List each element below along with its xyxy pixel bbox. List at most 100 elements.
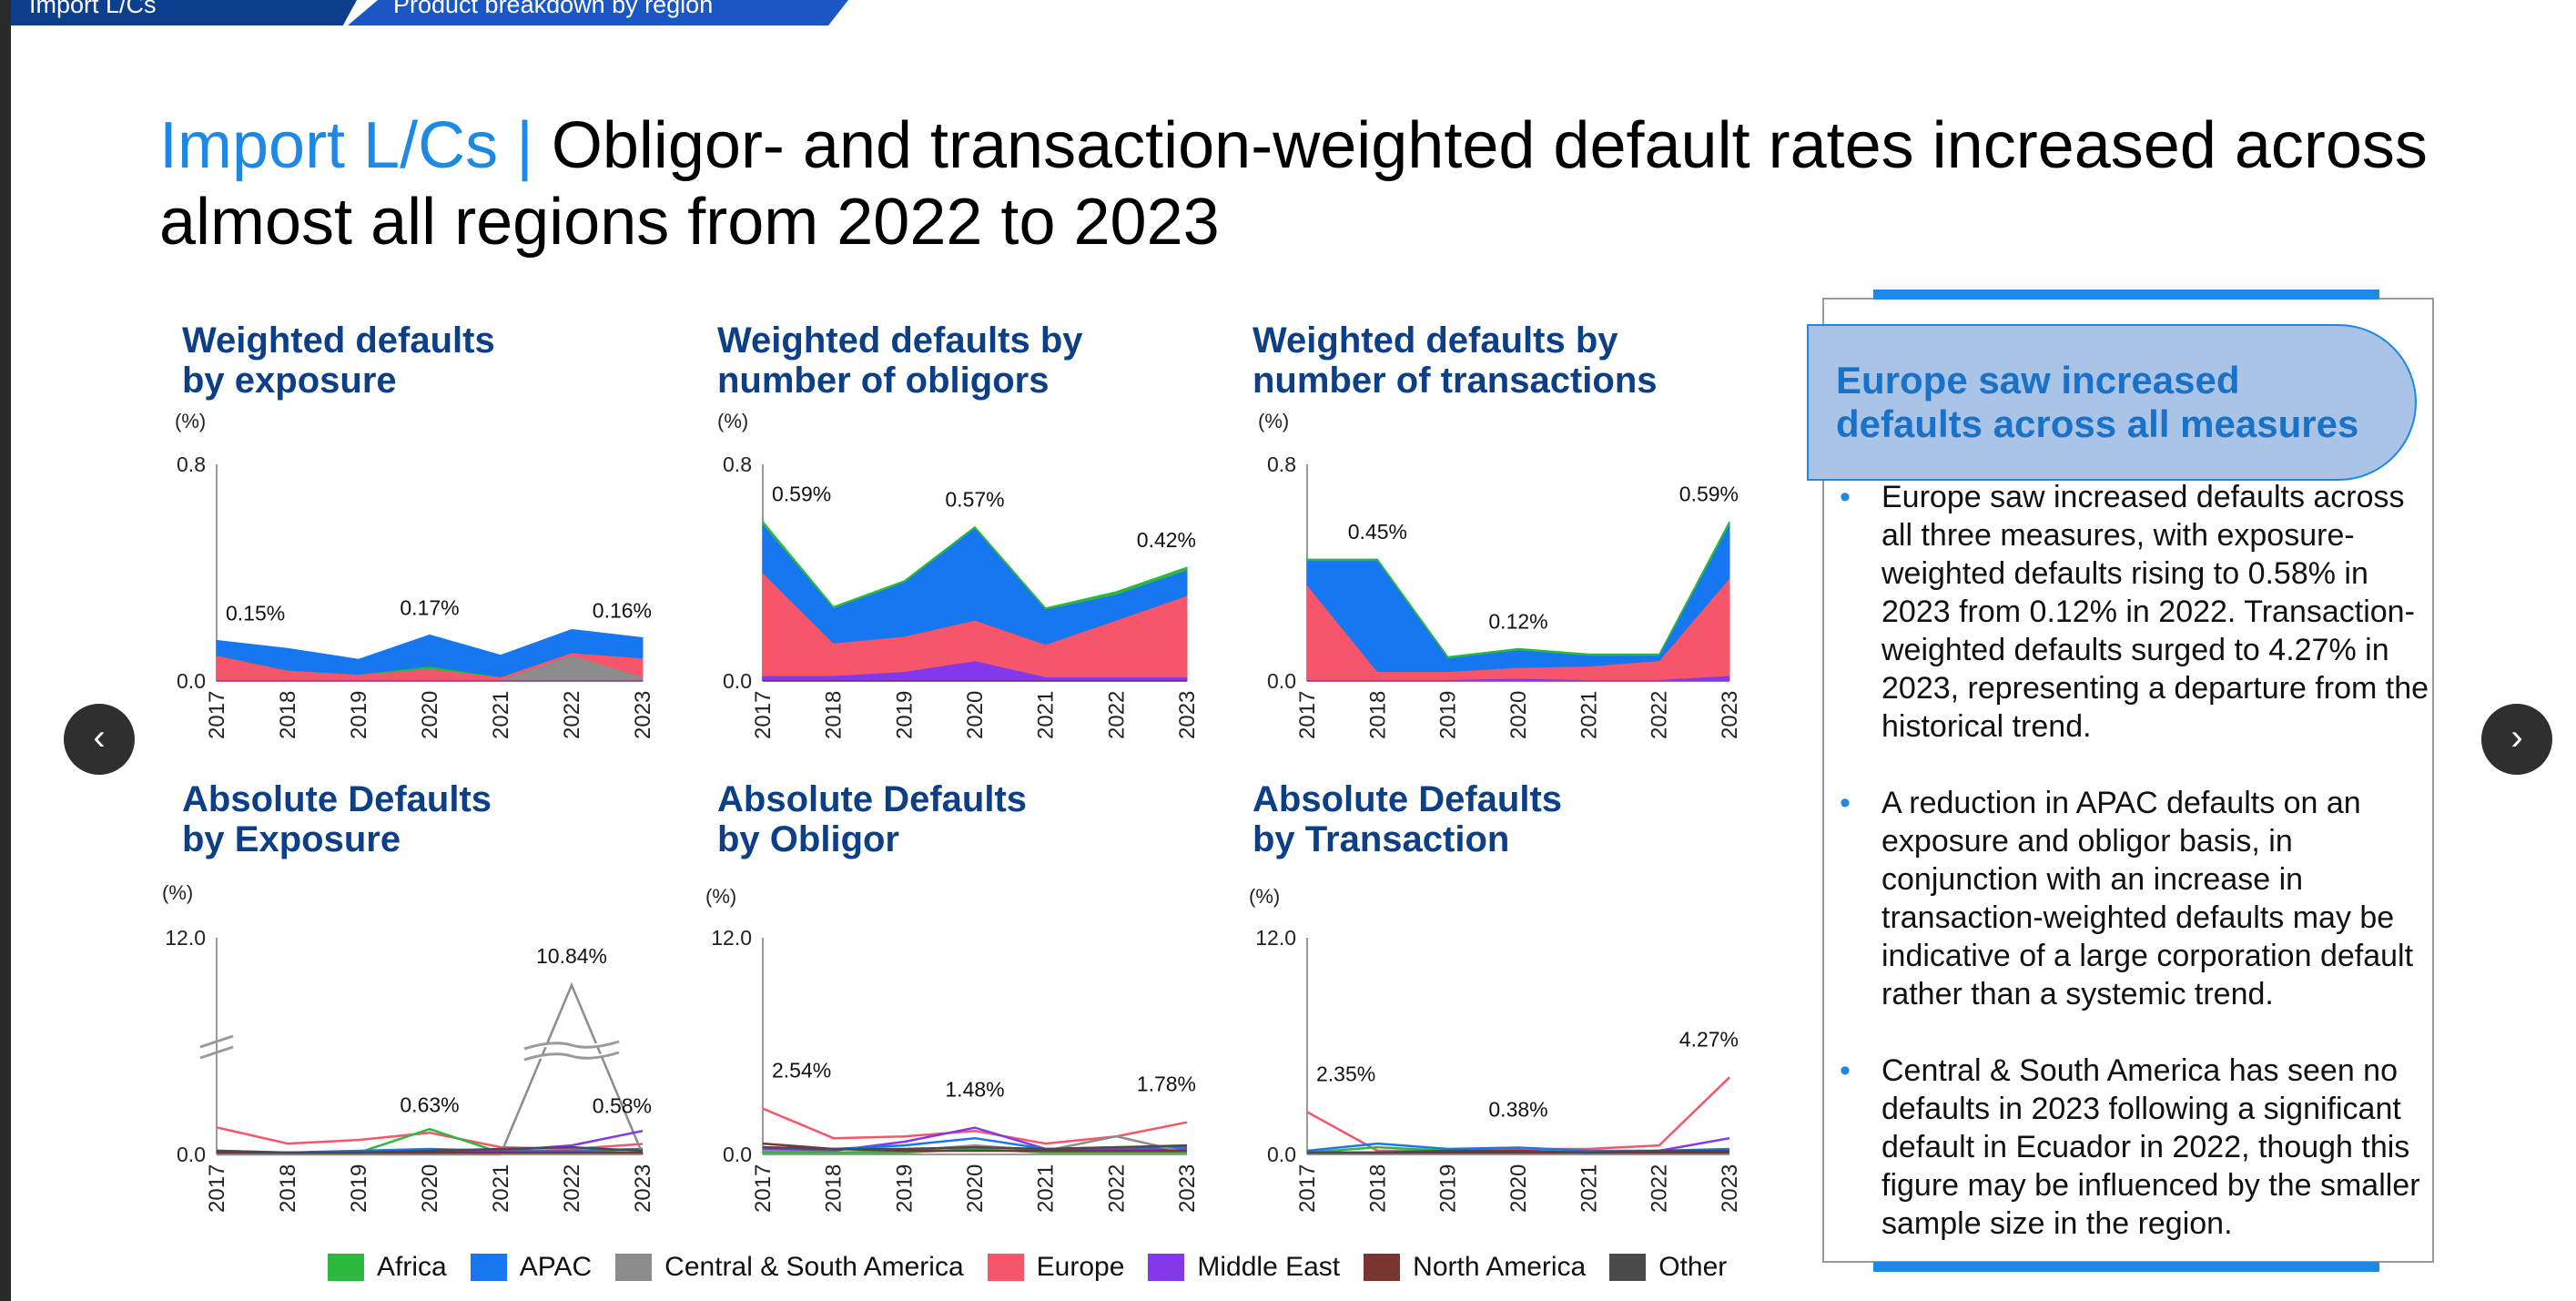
x-tick-label: 2018 [822,1164,847,1213]
callout-bullets: • Europe saw increased defaults across al… [1834,478,2435,1281]
area-series-apac [216,628,644,678]
x-tick-label: 2023 [631,691,655,739]
x-tick-label: 2023 [1175,691,1200,739]
data-label: 0.17% [400,595,459,619]
callout-heading: Europe saw increased defaults across all… [1807,324,2417,481]
data-label: 1.48% [945,1078,1004,1102]
chart-title-obligors: Weighted defaults by number of obligors [717,320,1083,401]
chart-title-abs-obligor: Absolute Defaults by Obligor [717,779,1028,859]
legend-label: Middle East [1197,1252,1341,1282]
data-label: 0.59% [1679,482,1739,505]
legend-item: Europe [987,1252,1124,1283]
callout-bullet: • Central & South America has seen no def… [1834,1052,2435,1243]
callout-bullet: • Europe saw increased defaults across al… [1834,478,2435,746]
chevron-right-icon: › [2510,717,2523,757]
x-tick-label: 2023 [631,1164,655,1213]
callout-bullet: • A reduction in APAC defaults on an expo… [1834,784,2435,1013]
x-tick-label: 2019 [892,1164,917,1213]
breadcrumb-tab-import-lcs[interactable]: Import L/Cs [11,0,357,25]
x-tick-label: 2020 [1506,1164,1531,1213]
y-tick-label: 12.0 [711,926,752,950]
data-label: 0.16% [593,598,652,622]
legend-swatch [1148,1254,1185,1281]
x-tick-label: 2017 [751,691,776,739]
x-tick-label: 2023 [1718,1164,1742,1213]
x-tick-label: 2017 [751,1164,776,1213]
callout-heading-text: Europe saw increased defaults across all… [1836,359,2359,445]
x-tick-label: 2019 [1436,1164,1461,1213]
data-label: 0.57% [945,487,1004,511]
y-tick-label: 0.0 [723,669,752,693]
legend-swatch [1609,1254,1647,1281]
x-tick-label: 2021 [1034,1164,1059,1213]
legend-item: Other [1609,1252,1727,1283]
legend-label: Other [1658,1252,1728,1282]
y-tick-label: 12.0 [165,926,206,950]
data-label: 0.59% [772,482,831,505]
y-tick-label: 0.0 [723,1143,752,1166]
line-series-other [216,1145,644,1154]
x-tick-label: 2022 [1648,1164,1672,1213]
data-label: 1.78% [1137,1072,1196,1096]
x-tick-label: 2017 [205,1164,229,1213]
next-slide-button[interactable]: › [2481,704,2552,775]
x-tick-label: 2022 [560,691,584,739]
legend-label: Africa [377,1252,447,1282]
chart-legend: Africa APAC Central & South America Europe M… [328,1249,1750,1286]
data-label: 0.15% [226,601,285,625]
callout-bullet-text: Central & South America has seen no defa… [1881,1053,2420,1241]
x-tick-label: 2020 [963,691,988,739]
breadcrumb: Import L/Cs Product breakdown by region [11,0,848,27]
callout-bullet-text: Europe saw increased defaults across all… [1881,480,2429,744]
x-tick-label: 2019 [347,691,371,739]
legend-item: Middle East [1148,1252,1340,1283]
line-series-europe [1306,1076,1730,1153]
x-tick-label: 2017 [1295,1164,1320,1213]
breadcrumb-tab-product-breakdown[interactable]: Product breakdown by region [348,0,848,25]
data-label: 2.35% [1316,1062,1375,1085]
unit-label: (%) [1258,410,1290,432]
x-tick-label: 2022 [1648,691,1672,739]
x-tick-label: 2018 [276,691,300,739]
y-tick-label: 0.8 [1267,452,1296,476]
legend-label: Central & South America [664,1252,964,1282]
x-tick-label: 2021 [489,691,513,739]
x-tick-label: 2018 [276,1164,300,1213]
callout-top-bar [1873,290,2379,300]
y-tick-label: 0.0 [1267,1143,1296,1166]
prev-slide-button[interactable]: ‹ [64,704,135,775]
area-series-africa [1306,521,1730,659]
unit-label: (%) [1249,885,1281,908]
data-label: 4.27% [1679,1027,1739,1051]
page-title-prefix: Import L/Cs | [159,109,533,182]
line-series-africa [763,1147,1187,1154]
x-tick-label: 2022 [560,1164,584,1213]
x-tick-label: 2018 [1365,691,1390,739]
page-title: Import L/Cs | Obligor- and transaction-w… [159,107,2490,260]
unit-label: (%) [162,881,194,904]
y-tick-label: 0.0 [177,669,206,693]
legend-label: North America [1413,1252,1587,1282]
legend-swatch [470,1254,507,1281]
x-tick-label: 2018 [822,691,847,739]
unit-label: (%) [717,410,749,432]
legend-swatch [615,1254,653,1281]
data-label: 2.54% [772,1059,831,1082]
x-tick-label: 2022 [1104,1164,1129,1213]
data-label: 0.58% [593,1093,652,1117]
callout-bottom-bar [1873,1262,2379,1272]
line-series-europe [216,1126,644,1151]
area-series-africa [762,520,1188,610]
y-tick-label: 0.8 [177,452,206,476]
x-tick-label: 2019 [1436,691,1461,739]
data-label: 0.63% [400,1093,459,1117]
data-label: 0.45% [1348,520,1407,544]
data-label: 0.38% [1488,1097,1547,1121]
legend-item: APAC [470,1252,593,1283]
x-tick-label: 2023 [1175,1164,1200,1213]
legend-label: APAC [519,1252,593,1282]
chevron-left-icon: ‹ [93,717,106,757]
legend-swatch [328,1254,364,1281]
legend-item: Africa [328,1252,447,1283]
line-series-other [1307,1149,1729,1154]
